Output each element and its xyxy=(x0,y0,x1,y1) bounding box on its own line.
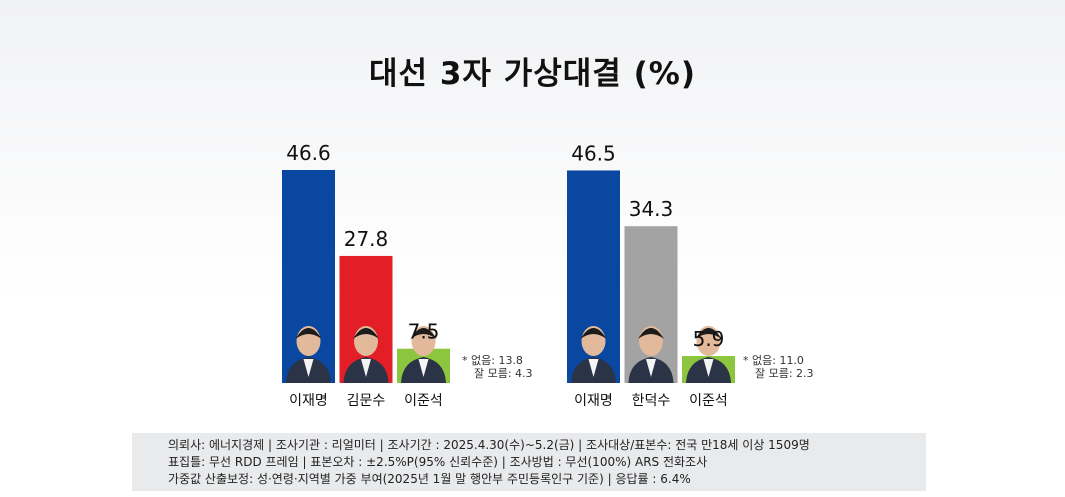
chart-2-note: * 없음: 11.0 잘 모름: 2.3 xyxy=(743,354,814,380)
value-label: 46.6 xyxy=(286,141,331,165)
footer-line-3: 가중값 산출보정: 성·연령·지역별 가중 부여(2025년 1월 말 행안부 … xyxy=(168,472,691,486)
chart-1-note-line-2: 잘 모름: 4.3 xyxy=(474,367,533,380)
chart-2-note-line-1: * 없음: 11.0 xyxy=(743,354,804,367)
category-label: 이재명 xyxy=(289,393,328,409)
footer-line-1: 의뢰사: 에너지경제 | 조사기관 : 리얼미터 | 조사기간 : 2025.4… xyxy=(168,438,810,452)
value-label: 27.8 xyxy=(344,227,389,251)
category-label: 이준석 xyxy=(404,393,443,409)
footer-line-2: 표집틀: 무선 RDD 프레임 | 표본오차 : ±2.5%P(95% 신뢰수준… xyxy=(168,455,708,469)
candidate-photo xyxy=(686,326,731,383)
category-label: 김문수 xyxy=(347,393,386,409)
category-label: 이재명 xyxy=(574,393,613,409)
value-label: 34.3 xyxy=(629,197,674,221)
bar-2-2 xyxy=(624,226,678,383)
value-label: 5.9 xyxy=(693,327,725,351)
chart-1-note-line-1: * 없음: 13.8 xyxy=(462,354,523,367)
candidate-photo xyxy=(628,326,674,383)
candidate-photo xyxy=(343,326,389,383)
candidate-photo xyxy=(571,326,616,383)
chart-1-note: * 없음: 13.8 잘 모름: 4.3 xyxy=(462,354,533,380)
value-label: 46.5 xyxy=(571,141,616,165)
category-label: 한덕수 xyxy=(632,393,671,409)
chart-2-note-line-2: 잘 모름: 2.3 xyxy=(755,367,814,380)
category-label: 이준석 xyxy=(689,393,728,409)
chart-title: 대선 3자 가상대결 (%) xyxy=(369,56,696,92)
value-label: 7.5 xyxy=(408,320,440,344)
bar-charts: 46.6 이재명 27.8 김문수 7.5 이준석 46.5 이재명 34.3 한덕수 5.9 이준석 xyxy=(282,141,735,409)
candidate-photo xyxy=(286,326,331,383)
candidate-photo xyxy=(401,326,446,383)
survey-info-footer: 의뢰사: 에너지경제 | 조사기관 : 리얼미터 | 조사기간 : 2025.4… xyxy=(132,433,926,491)
